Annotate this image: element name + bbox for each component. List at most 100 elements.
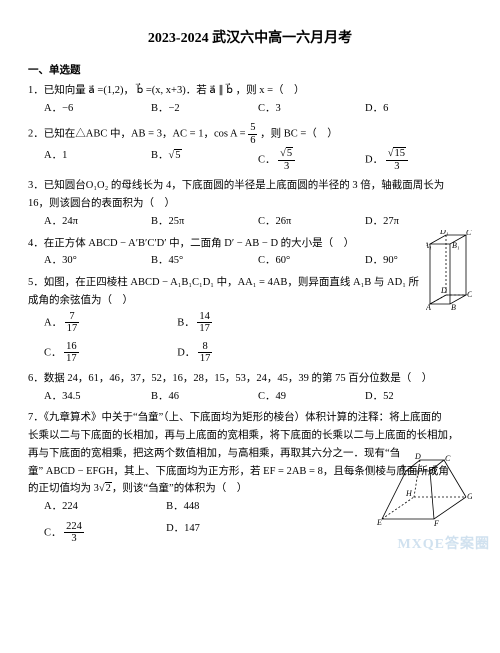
q5-opt-c: C． 16 17 bbox=[44, 341, 177, 365]
q7-l1: 7．《九章算术》中关于“刍童”（上、下底面均为矩形的棱台）体积计算的注释：将上底… bbox=[28, 410, 472, 426]
q1-options: A．−6 B．−2 C．3 D．6 bbox=[44, 101, 472, 117]
q6-opt-d: D．52 bbox=[365, 389, 472, 405]
q7-c-pre: C． bbox=[44, 527, 62, 538]
q7-opt-d: D．147 bbox=[166, 521, 288, 545]
q2-text-b: ，则 BC =（ ） bbox=[260, 129, 338, 140]
q7-c-d: 3 bbox=[64, 533, 84, 545]
q2-b-pre: B． bbox=[151, 150, 169, 161]
q5-c-pre: C． bbox=[44, 347, 62, 358]
q3-line1: 3．已知圆台O₁O₂ 的母线长为 4，下底面圆的半径是上底面圆的半径的 3 倍，… bbox=[28, 178, 472, 194]
q2-c-n-rad: 5 bbox=[286, 147, 293, 159]
q5-a-pre: A． bbox=[44, 317, 62, 328]
lbl7-c: C bbox=[445, 454, 451, 463]
prism-figure: D₁ C₁ A₁ B₁ D C A B bbox=[426, 230, 472, 312]
q5-c-d: 17 bbox=[64, 353, 79, 365]
lbl7-h: H bbox=[405, 489, 413, 498]
q6-stem: 6．数据 24，61，46，37，52，16，28，15，53，24，45，39… bbox=[28, 371, 472, 387]
lbl-a: A bbox=[426, 303, 431, 312]
q7-c-frac: 224 3 bbox=[64, 521, 84, 545]
q2-options: A．1 B．√5 C． √5 3 D． √15 3 bbox=[44, 148, 472, 172]
lbl-c: C bbox=[467, 290, 472, 299]
q4-options: A．30° B．45° C．60° D．90° bbox=[44, 253, 472, 269]
q4-opt-a: A．30° bbox=[44, 253, 151, 269]
q3-options: A．24π B．25π C．26π D．27π bbox=[44, 214, 472, 230]
q6-opt-c: C．49 bbox=[258, 389, 365, 405]
q2-opt-b: B．√5 bbox=[151, 148, 258, 172]
q2-cosA-d: 6 bbox=[248, 135, 257, 147]
q2-opt-a: A．1 bbox=[44, 148, 151, 172]
q5-line2: 成角的余弦值为（ ） bbox=[28, 293, 472, 309]
exam-page: 2023-2024 武汉六中高一六月月考 一、单选题 1．已知向量 a⃗ =(1… bbox=[0, 0, 500, 561]
q2-d-frac: √15 3 bbox=[386, 148, 408, 172]
q4-opt-b: B．45° bbox=[151, 253, 258, 269]
lbl-a1: A₁ bbox=[426, 241, 432, 250]
q1-opt-b: B．−2 bbox=[151, 101, 258, 117]
q5-d-n: 8 bbox=[198, 341, 213, 354]
lbl7-a: A bbox=[399, 463, 405, 472]
q7-opt-c: C． 224 3 bbox=[44, 521, 166, 545]
q5-c-n: 16 bbox=[64, 341, 79, 354]
lbl7-b: B bbox=[431, 466, 436, 475]
lbl7-d: D bbox=[414, 453, 421, 461]
q7-l5-b: ，则该“刍童”的体积为（ ） bbox=[112, 483, 247, 494]
q7-opt-a: A．224 bbox=[44, 499, 166, 515]
q5-options-row1: A． 7 17 B． 14 17 bbox=[44, 311, 310, 335]
q4-stem: 4．在正方体 ABCD − A′B′C′D′ 中，二面角 D′ − AB − D… bbox=[28, 236, 472, 252]
q2-c-n: √5 bbox=[278, 148, 295, 161]
q7-c-n: 224 bbox=[64, 521, 84, 534]
q6-options: A．34.5 B．46 C．49 D．52 bbox=[44, 389, 472, 405]
lbl-d: D bbox=[440, 286, 447, 295]
q5-b-pre: B． bbox=[177, 317, 195, 328]
lbl-b: B bbox=[451, 303, 456, 312]
q2-cosA-n: 5 bbox=[248, 122, 257, 135]
q5-b-n: 14 bbox=[197, 311, 212, 324]
q1-opt-c: C．3 bbox=[258, 101, 365, 117]
q2-stem: 2．已知在△ABC 中，AB = 3，AC = 1，cos A = 5 6 ，则… bbox=[28, 122, 472, 146]
watermark: MXQE答案圈 bbox=[397, 534, 490, 555]
q2-c-pre: C． bbox=[258, 155, 276, 166]
q1-opt-a: A．−6 bbox=[44, 101, 151, 117]
lbl-c1: C₁ bbox=[466, 230, 472, 237]
q3-opt-c: C．26π bbox=[258, 214, 365, 230]
q5-a-n: 7 bbox=[65, 311, 80, 324]
q5-c-frac: 16 17 bbox=[64, 341, 79, 365]
q2-b-rad: 5 bbox=[174, 149, 181, 161]
q2-d-d: 3 bbox=[386, 161, 408, 173]
q5-line1: 5．如图，在正四棱柱 ABCD − A₁B₁C₁D₁ 中，AA₁ = 4AB，则… bbox=[28, 275, 472, 291]
q7-options-row2: C． 224 3 D．147 bbox=[44, 521, 288, 545]
q6-opt-a: A．34.5 bbox=[44, 389, 151, 405]
q6-opt-b: B．46 bbox=[151, 389, 258, 405]
q3-opt-d: D．27π bbox=[365, 214, 472, 230]
q7-opt-b: B．448 bbox=[166, 499, 288, 515]
q2-cosA-frac: 5 6 bbox=[248, 122, 257, 146]
q5-options-row2: C． 16 17 D． 8 17 bbox=[44, 341, 310, 365]
q5-a-d: 17 bbox=[65, 323, 80, 335]
lbl-d1: D₁ bbox=[439, 230, 449, 236]
q5-a-frac: 7 17 bbox=[65, 311, 80, 335]
q2-text-a: 2．已知在△ABC 中，AB = 3，AC = 1，cos A = bbox=[28, 129, 248, 140]
q2-c-d: 3 bbox=[278, 161, 295, 173]
lbl7-f: F bbox=[433, 519, 439, 528]
lbl7-g: G bbox=[467, 492, 472, 501]
q7-options-row1: A．224 B．448 bbox=[44, 499, 288, 515]
q7-l2: 长乘以二与下底面的长相加，再与上底面的宽相乘，将下底面的长乘以二与上底面的长相加… bbox=[28, 428, 472, 444]
frustum-figure: A B C D E F G H bbox=[376, 453, 472, 531]
q2-d-pre: D． bbox=[365, 155, 383, 166]
q2-opt-c: C． √5 3 bbox=[258, 148, 365, 172]
page-title: 2023-2024 武汉六中高一六月月考 bbox=[28, 28, 472, 49]
q5-opt-d: D． 8 17 bbox=[177, 341, 310, 365]
q2-d-n: √15 bbox=[386, 148, 408, 161]
q5-b-d: 17 bbox=[197, 323, 212, 335]
q2-opt-d: D． √15 3 bbox=[365, 148, 472, 172]
q4-opt-c: C．60° bbox=[258, 253, 365, 269]
q5-d-frac: 8 17 bbox=[198, 341, 213, 365]
q2-c-frac: √5 3 bbox=[278, 148, 295, 172]
q7-l5-a: 的正切值均为 3 bbox=[28, 483, 99, 494]
q1-stem: 1．已知向量 a⃗ =(1,2)， b⃗ =(x, x+3)．若 a⃗ ∥ b⃗… bbox=[28, 83, 472, 99]
q1-text: 1．已知向量 a⃗ =(1,2)， b⃗ =(x, x+3)．若 a⃗ ∥ b⃗… bbox=[28, 85, 305, 96]
q5-d-pre: D． bbox=[177, 347, 195, 358]
q7-l5-rad: 2 bbox=[105, 482, 112, 494]
q3-line2: 16，则该圆台的表面积为（ ） bbox=[28, 196, 472, 212]
q5-d-d: 17 bbox=[198, 353, 213, 365]
lbl-b1: B₁ bbox=[452, 241, 460, 250]
